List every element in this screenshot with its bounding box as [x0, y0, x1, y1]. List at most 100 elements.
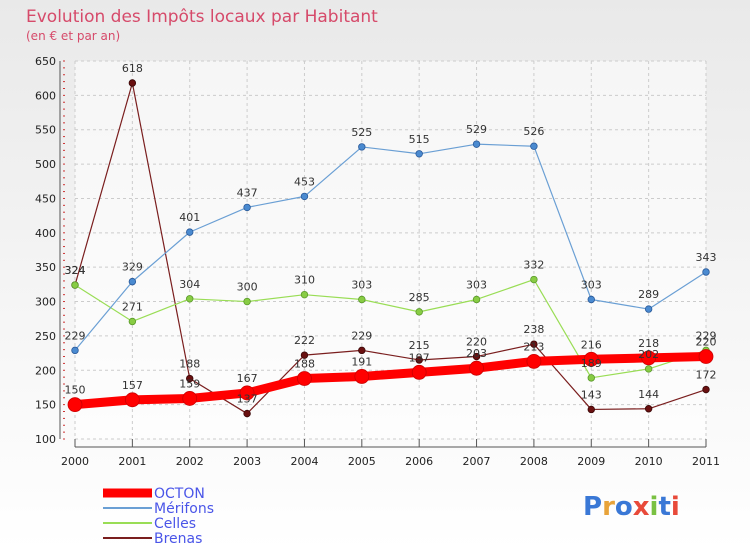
axes: 100 150 200 250 300 350 400 450 500 550 600 650 2000… — [35, 55, 720, 468]
logo-letter: r — [602, 492, 615, 522]
data-label-octon: 216 — [581, 338, 602, 351]
series-lines — [67, 79, 714, 418]
proxiti-logo: Proxiti — [583, 492, 680, 522]
data-point-brenas — [243, 409, 251, 418]
data-point-mérifons — [587, 295, 595, 304]
x-tick-label: 2002 — [176, 455, 204, 468]
legend-label-octon: OCTON — [154, 486, 205, 502]
y-tick-label: 250 — [35, 330, 56, 343]
data-point-mérifons — [702, 268, 710, 276]
x-tick-label: 2008 — [520, 455, 548, 468]
data-point-octon — [124, 392, 140, 408]
proxiti-logo-text: Proxiti — [583, 492, 680, 522]
data-label-mérifons: 526 — [523, 125, 544, 138]
data-point-celles — [358, 295, 366, 304]
x-tick-label: 2001 — [118, 455, 146, 468]
data-label-celles: 303 — [466, 278, 487, 291]
data-point-celles — [587, 374, 595, 382]
data-point-celles — [415, 308, 423, 316]
data-label-brenas: 238 — [523, 323, 544, 336]
x-tick-label: 2007 — [463, 455, 491, 468]
series-line-brenas — [74, 82, 707, 415]
data-label-mérifons: 529 — [466, 123, 487, 136]
y-tick-label: 350 — [35, 261, 56, 274]
data-point-octon — [641, 350, 657, 366]
logo-letter: x — [633, 492, 650, 522]
data-label-mérifons: 437 — [237, 186, 258, 199]
data-label-celles: 189 — [581, 357, 602, 370]
x-tick-label: 2004 — [290, 455, 318, 468]
data-label-mérifons: 515 — [409, 133, 430, 146]
data-point-mérifons — [530, 142, 538, 150]
y-tick-label: 200 — [35, 364, 56, 377]
data-point-celles — [243, 297, 251, 306]
data-point-octon — [583, 351, 599, 367]
data-point-octon — [67, 397, 83, 413]
data-point-octon — [469, 360, 484, 376]
data-label-celles: 324 — [65, 264, 86, 277]
data-label-octon: 167 — [237, 372, 258, 385]
data-label-mérifons: 289 — [638, 288, 659, 301]
data-label-celles: 285 — [409, 291, 430, 304]
data-point-celles — [530, 275, 538, 284]
data-label-mérifons: 453 — [294, 175, 315, 188]
logo-letter: i — [650, 492, 659, 522]
y-tick-label: 400 — [35, 227, 56, 240]
data-point-brenas — [128, 79, 137, 87]
legend-label-celles: Celles — [154, 516, 196, 532]
data-label-octon: 197 — [409, 351, 430, 364]
data-label-celles: 303 — [351, 278, 372, 291]
data-point-mérifons — [300, 192, 309, 201]
data-label-mérifons: 343 — [696, 251, 717, 264]
chart-subtitle: (en € et par an) — [26, 29, 120, 43]
series-line-octon — [70, 352, 711, 410]
data-label-brenas: 172 — [696, 369, 717, 382]
data-label-octon: 213 — [523, 340, 544, 353]
data-label-octon: 203 — [466, 347, 487, 360]
data-point-mérifons — [415, 150, 423, 158]
data-label-octon: 157 — [122, 379, 143, 392]
data-label-mérifons: 303 — [581, 278, 602, 291]
legend-label-mérifons: Mérifons — [154, 501, 214, 517]
data-label-brenas: 137 — [237, 393, 258, 406]
data-point-mérifons — [644, 305, 653, 313]
data-label-brenas: 188 — [179, 358, 200, 371]
data-point-octon — [526, 353, 542, 369]
data-label-brenas: 144 — [638, 388, 659, 401]
data-label-celles: 310 — [294, 274, 315, 287]
data-point-mérifons — [472, 140, 481, 148]
data-point-brenas — [702, 385, 710, 394]
data-point-octon — [354, 369, 370, 384]
legend-label-brenas: Brenas — [154, 531, 202, 547]
y-tick-label: 550 — [35, 124, 56, 137]
data-point-brenas — [644, 405, 653, 413]
data-label-octon: 218 — [638, 337, 659, 350]
data-label-octon: 159 — [179, 377, 200, 390]
y-tick-label: 600 — [35, 89, 56, 102]
data-point-brenas — [358, 346, 366, 355]
data-label-mérifons: 229 — [65, 329, 86, 342]
x-tick-label: 2000 — [61, 455, 89, 468]
y-tick-label: 300 — [35, 296, 56, 309]
data-point-brenas — [186, 374, 194, 383]
data-label-celles: 332 — [523, 259, 544, 272]
data-point-celles — [472, 295, 481, 304]
data-point-celles — [186, 295, 194, 303]
data-label-celles: 229 — [696, 329, 717, 342]
data-label-octon: 150 — [65, 384, 86, 397]
logo-letter: o — [615, 492, 633, 522]
y-tick-label: 450 — [35, 192, 56, 205]
data-label-mérifons: 401 — [179, 211, 200, 224]
y-tick-label: 500 — [35, 158, 56, 171]
data-point-brenas — [472, 352, 481, 361]
data-point-brenas — [530, 340, 538, 348]
data-label-celles: 300 — [237, 281, 258, 294]
data-point-celles — [644, 365, 653, 373]
data-label-mérifons: 525 — [351, 126, 372, 139]
logo-letter: P — [583, 492, 602, 522]
data-point-brenas — [587, 405, 595, 414]
x-tick-label: 2006 — [405, 455, 433, 468]
